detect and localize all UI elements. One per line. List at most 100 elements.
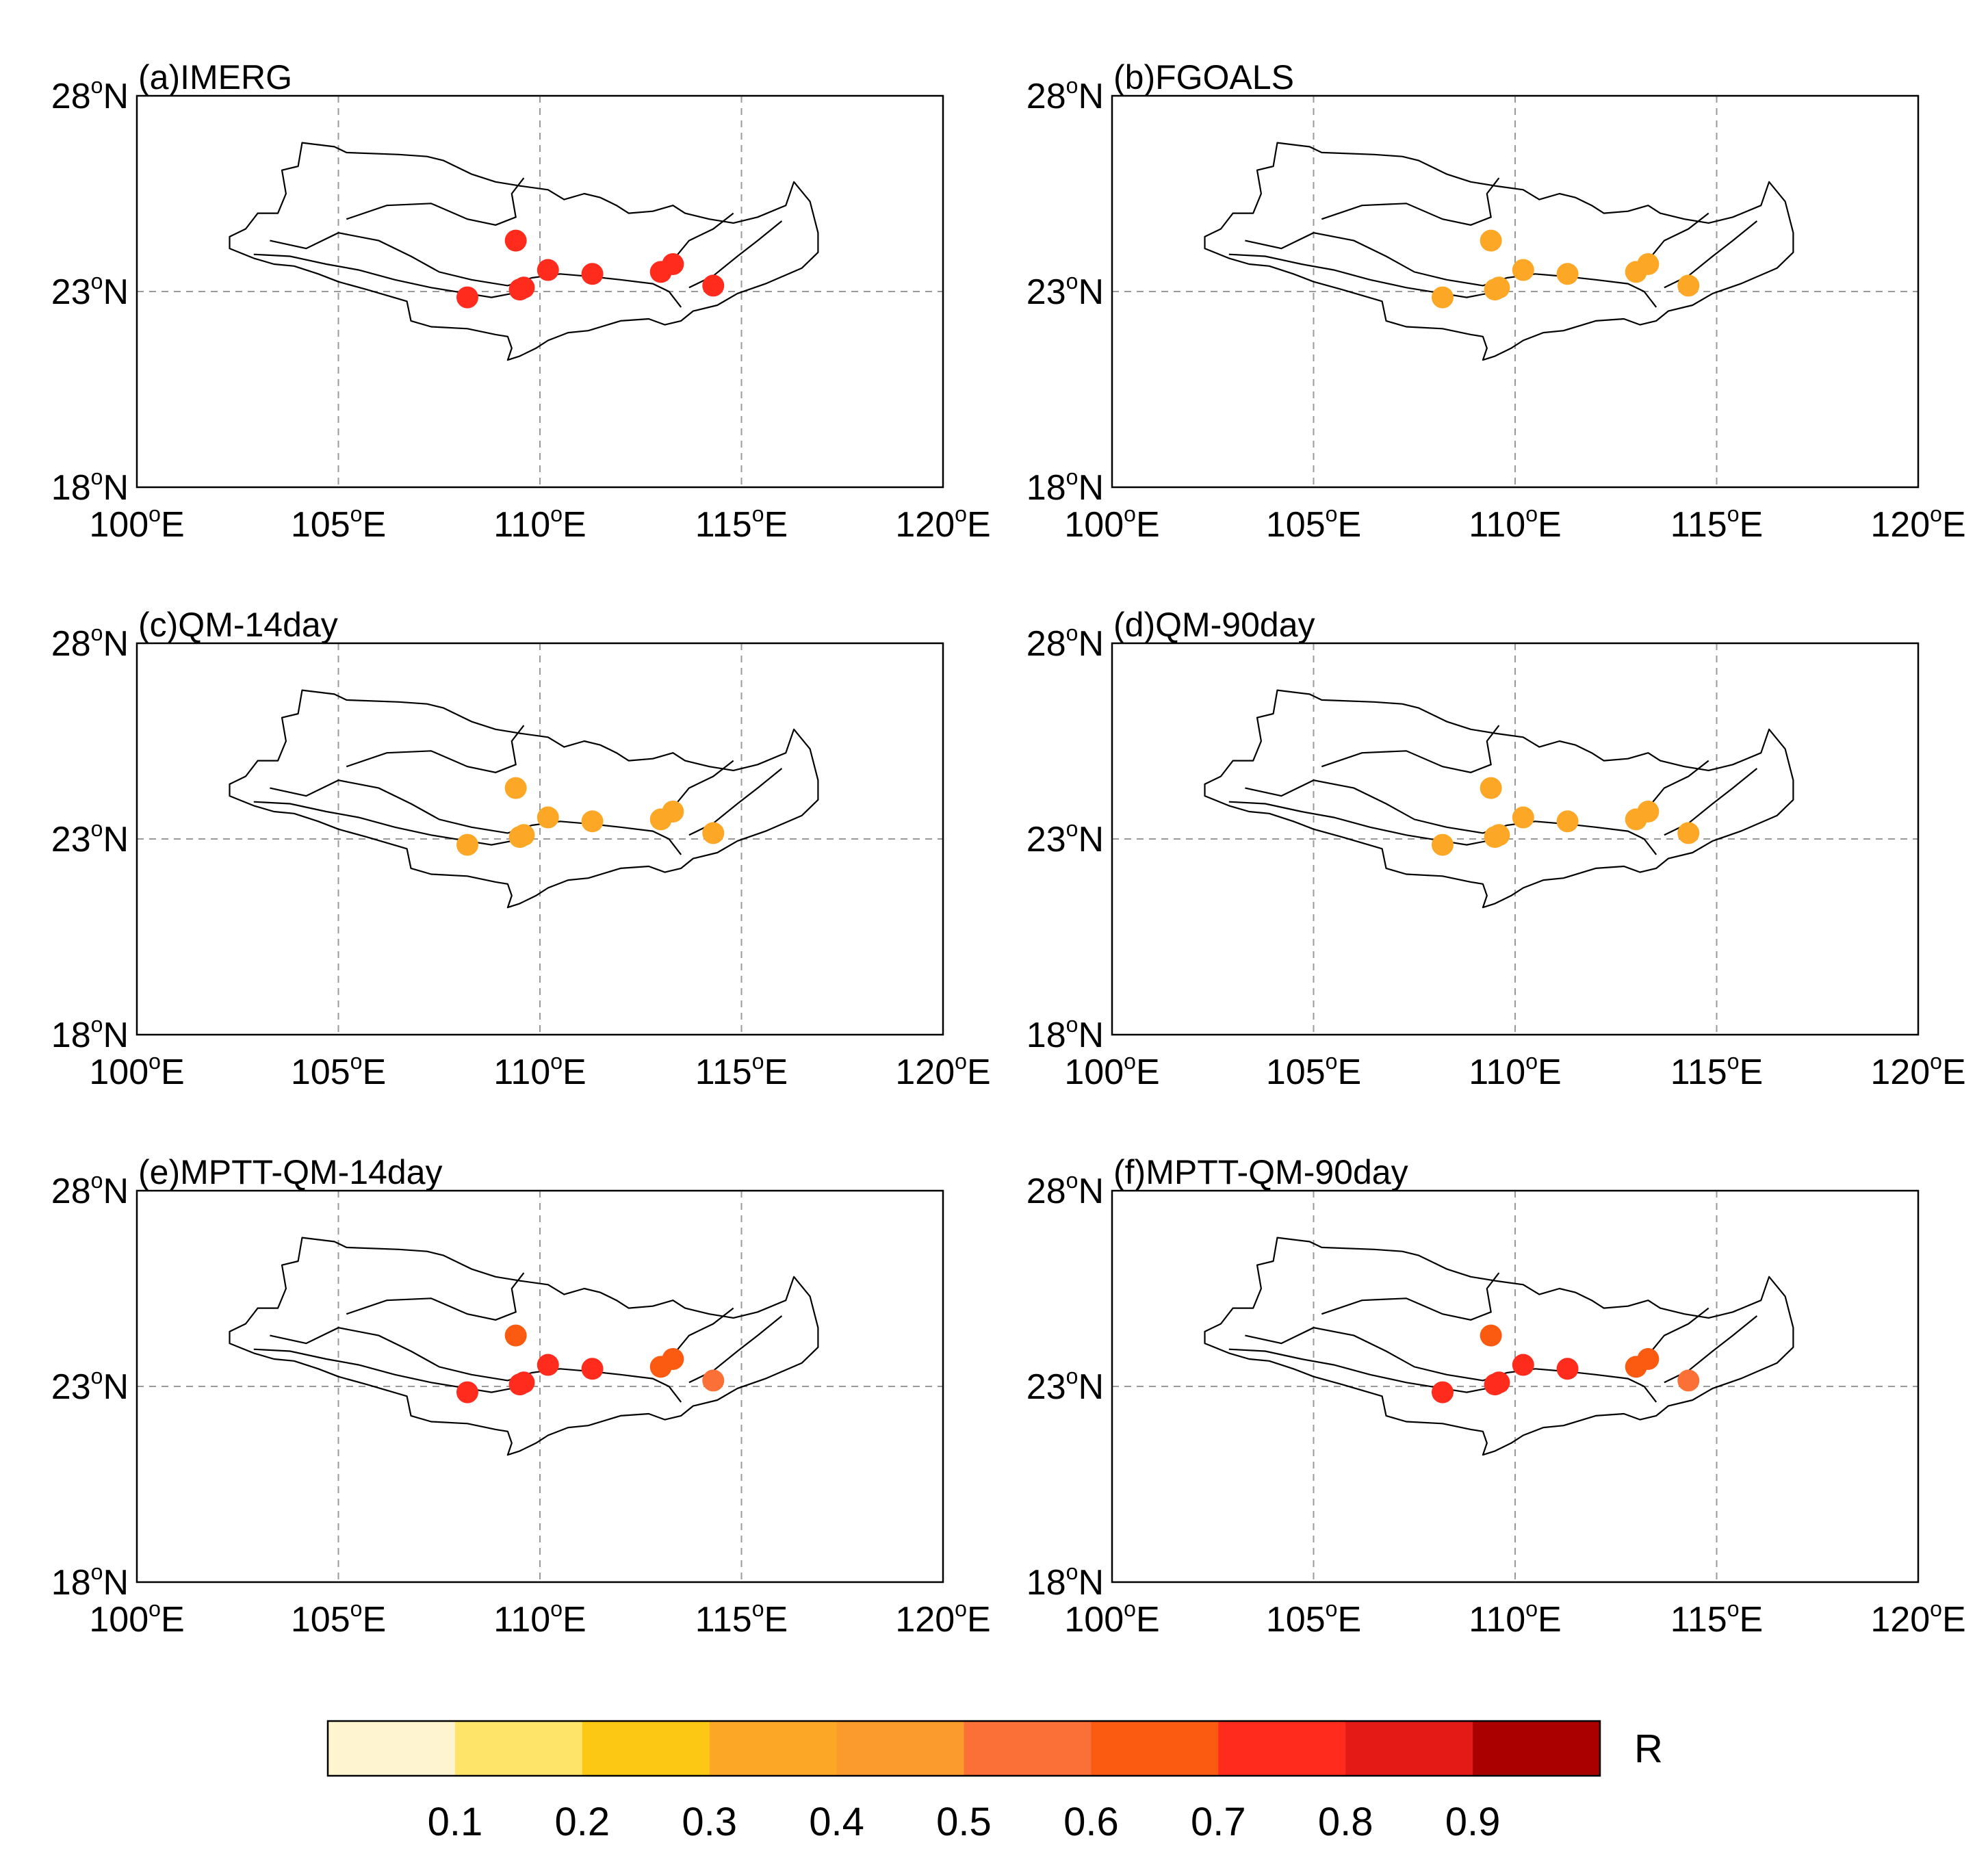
river-line [1228,1348,1488,1393]
y-tick-label: 18oN [51,465,129,508]
y-tick-label: 18oN [51,1012,129,1055]
station-marker [662,253,684,275]
panel-frame [1111,642,1920,1036]
y-tick-label: 23oN [51,1364,129,1407]
y-tick-label: 18oN [1027,1560,1104,1603]
y-tick-label: 28oN [51,1168,129,1211]
river-line [253,1348,513,1393]
station-marker [702,1369,725,1392]
station-marker [1512,1354,1534,1376]
station-marker [504,777,527,799]
river-line [346,1272,525,1321]
colorbar-tick-label: 0.1 [428,1800,483,1844]
station-marker [662,800,684,823]
y-tick-label: 28oN [1027,1168,1104,1211]
station-marker [1677,274,1700,297]
river-line [1664,768,1758,836]
colorbar: 0.1 0.2 0.3 0.4 0.5 0.6 0.7 0.8 0.9 R [326,1720,1663,1844]
station-marker [1431,286,1454,309]
station-marker [456,286,478,309]
station-marker [1512,259,1534,281]
panel-frame [1111,94,1920,489]
colorbar-tick-label: 0.9 [1445,1800,1501,1844]
basin-outline [1204,689,1794,909]
colorbar-segment [582,1721,710,1776]
river-line [1228,801,1488,846]
station-marker [1637,253,1660,275]
basin-outline [229,689,819,909]
station-marker [1556,1358,1579,1380]
x-tick-label: 105oE [291,1049,386,1092]
station-marker [702,274,725,297]
x-tick-label: 115oE [1670,502,1763,545]
station-marker [1484,826,1506,849]
panel-frame [135,1189,944,1583]
station-marker [702,822,725,844]
river-line [1664,220,1758,289]
panel-e: (e)MPTT-QM-14day 100oE 105oE 110oE 115oE 120o… [51,1153,991,1640]
y-tick-label: 28oN [51,621,129,664]
colorbar-tick-label: 0.6 [1063,1800,1119,1844]
panel-title: (f)MPTT-QM-90day [1113,1153,1408,1191]
panel-title: (e)MPTT-QM-14day [138,1153,443,1191]
x-tick-label: 120oE [895,502,990,545]
x-tick-label: 100oE [1064,1049,1159,1092]
panel-f: (f)MPTT-QM-90day 100oE 105oE 110oE 115oE 120o… [1027,1153,1966,1640]
station-marker [1431,833,1454,856]
station-marker [1677,822,1700,844]
x-tick-label: 115oE [695,1596,788,1640]
y-tick-label: 23oN [1027,816,1104,859]
x-tick-label: 110oE [493,1049,586,1092]
x-tick-label: 105oE [1266,1596,1361,1640]
x-tick-label: 120oE [895,1049,990,1092]
river-line [688,1315,783,1384]
basin-outline [1204,1237,1794,1456]
y-tick-label: 28oN [51,73,129,116]
station-marker [662,1347,684,1370]
station-marker [1637,800,1660,823]
x-tick-label: 110oE [493,502,586,545]
colorbar-tick-label: 0.8 [1318,1800,1373,1844]
y-tick-label: 18oN [1027,465,1104,508]
colorbar-segment [454,1721,583,1776]
colorbar-segment [328,1721,456,1776]
river-line [1321,1272,1500,1321]
river-line [253,253,513,298]
station-marker [508,826,531,849]
river-line [1245,1327,1657,1403]
y-tick-label: 23oN [51,816,129,859]
x-tick-label: 110oE [1469,502,1561,545]
river-line [1228,253,1488,298]
station-marker [1484,279,1506,301]
y-tick-label: 23oN [51,269,129,312]
colorbar-segment [1473,1721,1601,1776]
station-marker [1637,1347,1660,1370]
river-line [1245,232,1657,308]
station-marker [1677,1369,1700,1392]
station-marker [581,810,604,833]
station-marker [456,833,478,856]
x-tick-label: 115oE [1670,1049,1763,1092]
river-line [346,177,525,226]
colorbar-segment [1218,1721,1346,1776]
colorbar-tick-label: 0.4 [809,1800,864,1844]
station-marker [508,1373,531,1396]
river-line [270,232,682,308]
panel-title: (d)QM-90day [1113,606,1315,644]
y-tick-label: 28oN [1027,73,1104,116]
colorbar-tick-label: 0.2 [554,1800,610,1844]
x-tick-label: 115oE [695,1049,788,1092]
x-tick-label: 100oE [89,502,184,545]
y-tick-label: 18oN [1027,1012,1104,1055]
station-marker [1512,806,1534,829]
x-tick-label: 120oE [1870,502,1965,545]
colorbar-tick-label: 0.7 [1191,1800,1246,1844]
x-tick-label: 110oE [493,1596,586,1640]
x-tick-label: 105oE [291,502,386,545]
river-line [688,768,783,836]
panels: (a)IMERG 100oE 105oE 110oE 115oE 120oE 28oN 23o… [51,58,1966,1640]
colorbar-segment [709,1721,838,1776]
station-marker [1431,1381,1454,1404]
x-tick-label: 100oE [1064,1596,1159,1640]
